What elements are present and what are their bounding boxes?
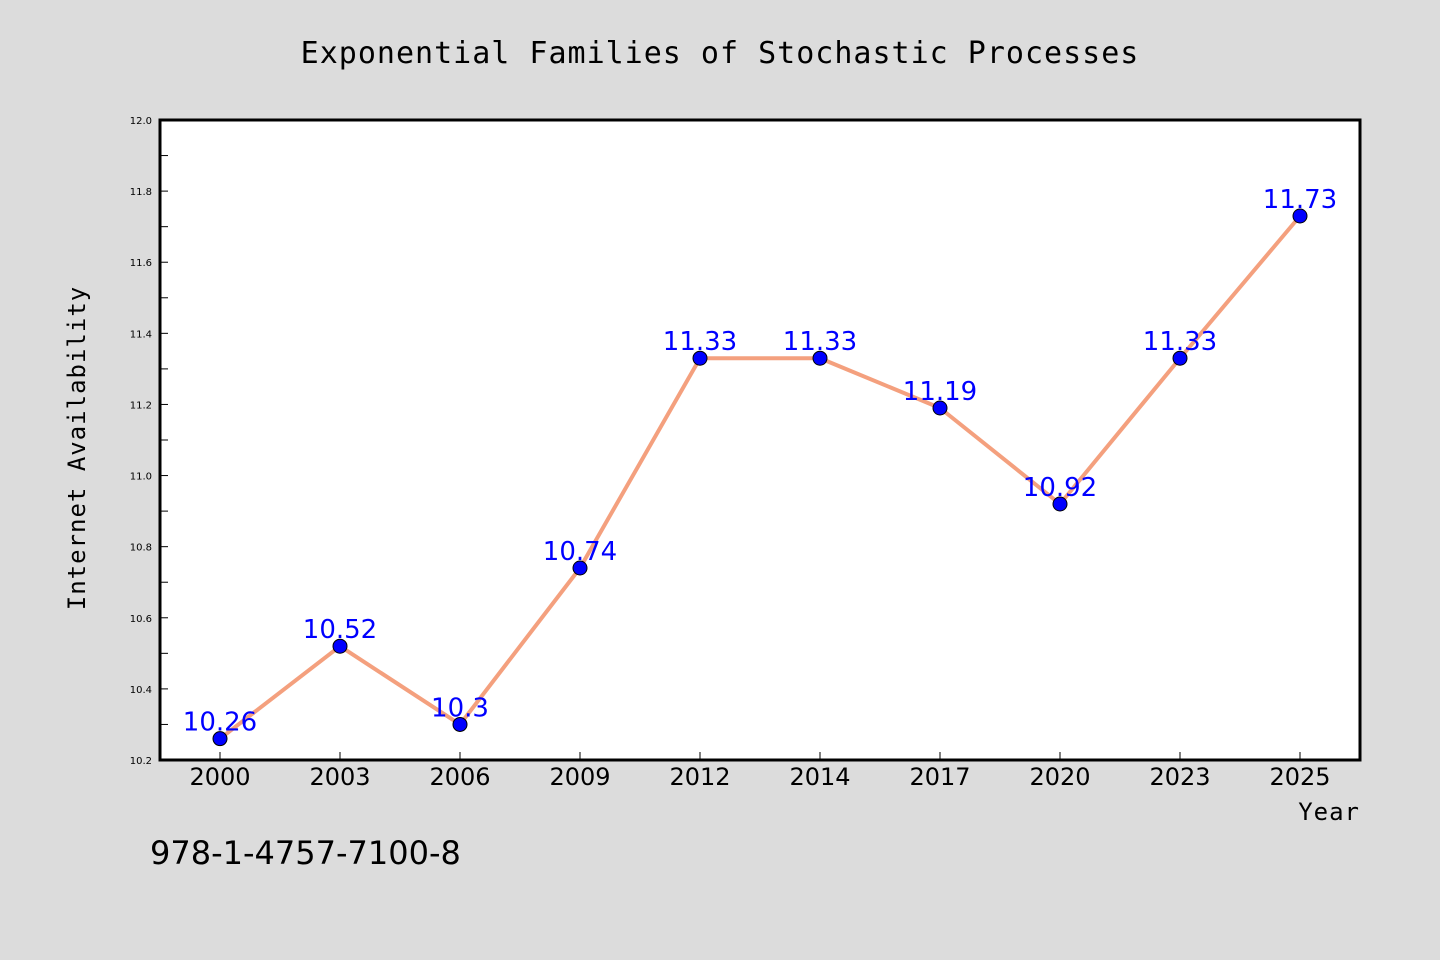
- data-point-marker: [812, 350, 828, 366]
- x-tick-label: 2020: [1029, 763, 1090, 791]
- x-tick-label: 2000: [189, 763, 250, 791]
- data-label: 11.33: [663, 327, 737, 357]
- data-label: 10.92: [1023, 473, 1097, 503]
- y-tick-label: 10.6: [130, 614, 152, 625]
- x-tick-label: 2023: [1149, 763, 1210, 791]
- series-line: [218, 214, 1302, 741]
- data-point-marker: [932, 400, 948, 416]
- data-label: 11.73: [1263, 185, 1337, 215]
- y-tick-label: 11.6: [130, 258, 152, 269]
- x-tick-label: 2003: [309, 763, 370, 791]
- series-group: 10.26 10.52 10.3 10.74 11.33 11.33 11.19 10.92 1…: [183, 185, 1337, 747]
- x-tick-label: 2017: [909, 763, 970, 791]
- x-tick-label: 2009: [549, 763, 610, 791]
- x-axis-title: Year: [1298, 798, 1360, 826]
- data-label: 10.3: [431, 693, 489, 723]
- x-tick-label: 2014: [789, 763, 850, 791]
- data-label: 10.26: [183, 708, 257, 738]
- y-tick-label: 11.8: [130, 187, 152, 198]
- x-tick-label: 2006: [429, 763, 490, 791]
- plot-frame: [158, 118, 1362, 762]
- footer-isbn: 978-1-4757-7100-8: [150, 834, 461, 872]
- x-axis: 2000 2003 2006 2009 2012 2014 2017 2020 2023 2025: [189, 752, 1331, 791]
- y-tick-label: 10.4: [130, 685, 152, 696]
- data-point-marker: [692, 350, 708, 366]
- data-point-marker: [1052, 496, 1068, 512]
- plot-area: [160, 120, 1360, 760]
- x-tick-label: 2025: [1269, 763, 1330, 791]
- data-label: 11.19: [903, 377, 977, 407]
- y-tick-label: 12.0: [130, 116, 152, 127]
- chart-title: Exponential Families of Stochastic Proce…: [301, 36, 1140, 71]
- data-point-marker: [572, 560, 588, 576]
- data-label: 10.74: [543, 537, 617, 567]
- y-tick-label: 10.2: [130, 756, 152, 767]
- data-point-marker: [1172, 350, 1188, 366]
- data-point-marker: [332, 638, 348, 654]
- data-point-marker: [212, 731, 228, 747]
- data-point-marker: [1292, 208, 1308, 224]
- y-tick-label: 11.2: [130, 400, 152, 411]
- data-point-marker: [452, 716, 468, 732]
- data-label: 11.33: [783, 327, 857, 357]
- y-tick-label: 10.8: [130, 543, 152, 554]
- y-axis-title: Internet Availability: [63, 286, 91, 610]
- x-tick-label: 2012: [669, 763, 730, 791]
- y-tick-label: 11.0: [130, 472, 152, 483]
- data-label: 10.52: [303, 615, 377, 645]
- y-tick-label: 11.4: [130, 329, 152, 340]
- data-label: 11.33: [1143, 327, 1217, 357]
